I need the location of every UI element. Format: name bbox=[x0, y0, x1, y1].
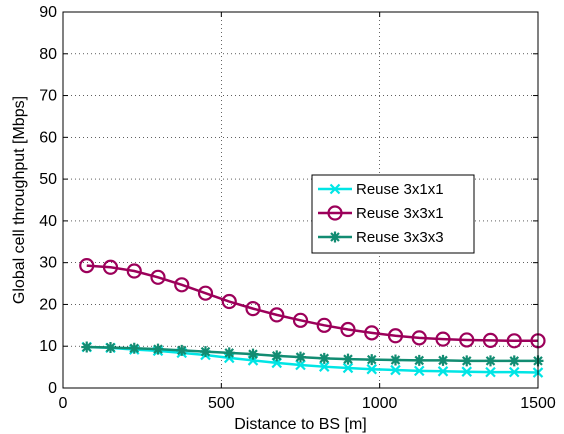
y-tick-label: 10 bbox=[39, 338, 57, 355]
data-point bbox=[150, 269, 166, 285]
data-point bbox=[271, 350, 283, 362]
data-point bbox=[292, 312, 309, 328]
data-point bbox=[295, 359, 306, 371]
data-point bbox=[247, 348, 259, 360]
data-point bbox=[482, 332, 499, 348]
x-tick-label: 500 bbox=[208, 395, 235, 412]
data-point bbox=[79, 257, 95, 274]
y-tick-label: 0 bbox=[48, 380, 57, 397]
legend-entry: Reuse 3x3x1 bbox=[318, 205, 444, 222]
data-point bbox=[126, 263, 142, 279]
data-point bbox=[485, 366, 496, 378]
legend-label: Reuse 3x3x3 bbox=[356, 229, 444, 246]
y-tick-label: 90 bbox=[39, 4, 57, 21]
y-tick-label: 20 bbox=[39, 296, 57, 313]
data-point bbox=[387, 328, 404, 344]
x-tick-label: 1000 bbox=[362, 395, 398, 412]
data-point bbox=[223, 347, 235, 359]
axis-ticks: 0 500 1000 1500 0 10 20 30 40 50 60 70 80 90 bbox=[39, 4, 556, 412]
data-point bbox=[506, 333, 522, 349]
series-line bbox=[86, 345, 539, 374]
data-point bbox=[340, 321, 356, 338]
legend-label: Reuse 3x3x1 bbox=[356, 205, 444, 222]
y-tick-label: 80 bbox=[39, 46, 57, 63]
data-point bbox=[366, 363, 378, 375]
data-point bbox=[318, 361, 330, 372]
data-point bbox=[508, 355, 520, 367]
y-axis-title: Global cell throughput [Mbps] bbox=[11, 96, 28, 304]
data-point bbox=[364, 325, 380, 341]
legend: Reuse 3x1x1 Reuse 3x3x1 Reuse 3x3x3 bbox=[311, 174, 475, 254]
data-point bbox=[461, 355, 473, 367]
data-point bbox=[461, 366, 473, 377]
data-point bbox=[390, 354, 401, 366]
data-point bbox=[102, 259, 119, 275]
x-axis-title: Distance to BS [m] bbox=[234, 416, 367, 433]
data-point bbox=[295, 351, 306, 363]
data-point bbox=[245, 301, 261, 317]
data-point bbox=[269, 307, 285, 323]
plot-frame bbox=[62, 11, 539, 389]
legend-marker bbox=[329, 183, 341, 195]
data-point bbox=[413, 354, 425, 366]
series-line bbox=[86, 264, 538, 343]
y-tick-label: 60 bbox=[39, 129, 57, 146]
y-tick-label: 70 bbox=[39, 88, 57, 105]
data-point bbox=[174, 277, 190, 293]
legend-marker bbox=[329, 231, 341, 243]
data-point bbox=[390, 364, 401, 376]
data-point bbox=[435, 331, 451, 347]
y-tick-label: 50 bbox=[39, 171, 57, 188]
legend-entry: Reuse 3x3x3 bbox=[318, 229, 444, 246]
legend-entry: Reuse 3x1x1 bbox=[318, 181, 444, 198]
data-point bbox=[128, 342, 140, 354]
y-tick-label: 40 bbox=[39, 213, 57, 230]
data-point bbox=[342, 353, 354, 365]
data-point bbox=[197, 285, 214, 301]
x-tick-label: 1500 bbox=[520, 395, 556, 412]
data-point bbox=[459, 332, 475, 348]
y-tick-label: 30 bbox=[39, 255, 57, 272]
data-point bbox=[176, 344, 188, 356]
data-point bbox=[437, 366, 449, 377]
data-point bbox=[485, 355, 496, 367]
series-2 bbox=[79, 257, 546, 349]
data-point bbox=[342, 362, 354, 374]
data-point bbox=[200, 346, 211, 358]
data-point bbox=[221, 293, 237, 310]
data-point bbox=[366, 354, 378, 366]
data-point bbox=[81, 341, 93, 353]
series-3 bbox=[81, 341, 544, 367]
legend-label: Reuse 3x1x1 bbox=[356, 181, 444, 198]
data-point bbox=[318, 352, 330, 364]
data-point bbox=[413, 365, 425, 377]
data-point bbox=[105, 341, 116, 353]
data-point bbox=[152, 343, 164, 355]
data-point bbox=[508, 366, 520, 378]
series-layer bbox=[79, 257, 546, 378]
x-tick-label: 0 bbox=[59, 395, 68, 412]
data-point bbox=[411, 330, 427, 346]
data-point bbox=[316, 317, 332, 333]
data-point bbox=[437, 354, 449, 366]
legend-marker bbox=[327, 205, 343, 221]
